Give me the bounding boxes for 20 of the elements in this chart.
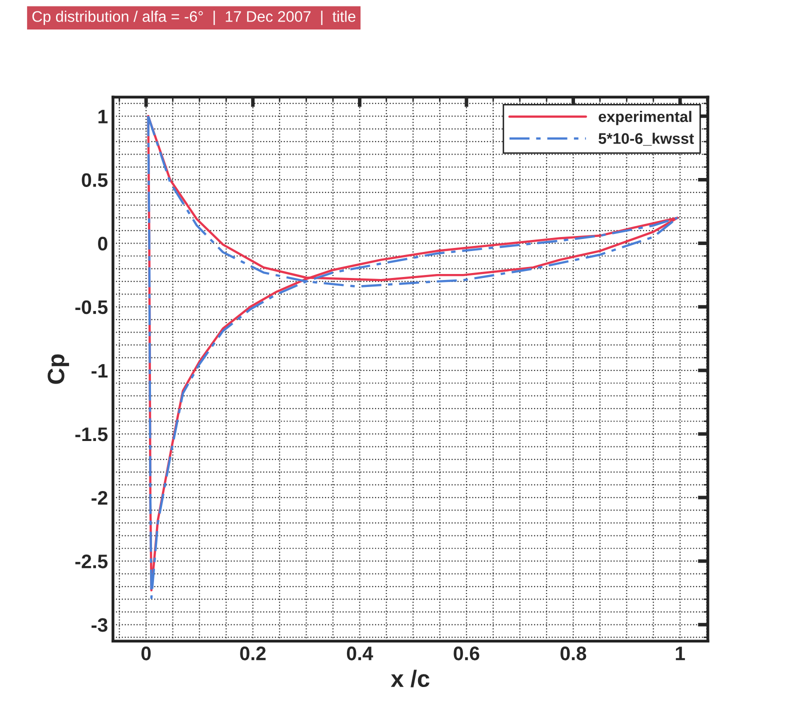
y-tick-label: -0.5 bbox=[75, 300, 108, 314]
y-tick-label: -3 bbox=[92, 618, 108, 632]
x-tick-label: 0 bbox=[141, 646, 151, 660]
x-tick-label: 0.6 bbox=[454, 646, 480, 660]
y-tick-label: 0.5 bbox=[82, 173, 108, 187]
legend-label: experimental bbox=[598, 110, 692, 126]
y-tick-label: 1 bbox=[98, 110, 108, 124]
y-tick-label: -2.5 bbox=[75, 554, 108, 568]
x-tick-label: 0.8 bbox=[560, 646, 586, 660]
x-tick-label: 1 bbox=[676, 646, 685, 660]
y-tick-label: -2 bbox=[92, 490, 108, 505]
y-tick-label: 0 bbox=[98, 236, 108, 251]
x-tick-label: 0.4 bbox=[346, 646, 374, 660]
x-axis-title: x /c bbox=[390, 670, 430, 688]
y-tick-label: -1 bbox=[92, 364, 108, 378]
legend-label: 5*10-6_kwsst bbox=[598, 132, 694, 146]
y-tick-label: -1.5 bbox=[75, 428, 108, 442]
x-tick-label: 0.2 bbox=[240, 646, 266, 660]
y-axis-title: Cp bbox=[48, 354, 70, 384]
chart-title: Cp distribution / alfa = -6° | 17 Dec 2007 | title bbox=[32, 10, 356, 26]
